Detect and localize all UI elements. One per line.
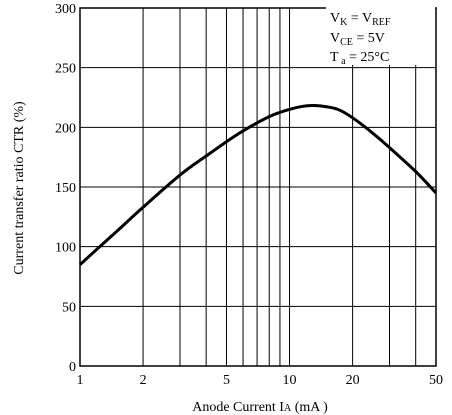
y-tick-label: 300	[55, 2, 76, 17]
x-axis-label: Anode Current IA (mA )	[192, 400, 328, 415]
x-tick-label: 5	[223, 373, 230, 388]
y-tick-label: 150	[55, 181, 76, 196]
y-tick-labels: 0 50 100 150 200 250 300	[55, 2, 76, 375]
ctr-curve	[78, 103, 438, 266]
y-tick-label: 50	[62, 300, 76, 315]
conditions-legend: VK = VREF VCE = 5V T a = 25°C	[326, 7, 435, 67]
x-tick-label: 50	[429, 373, 443, 388]
x-tick-label: 20	[346, 373, 360, 388]
plot-frame	[79, 7, 437, 367]
condition-vce: VCE = 5V	[330, 31, 385, 48]
x-tick-label: 2	[140, 373, 147, 388]
condition-vk: VK = VREF	[330, 11, 391, 28]
y-tick-label: 250	[55, 62, 76, 77]
condition-ta: T a = 25°C	[330, 50, 389, 67]
x-tick-labels: 1 2 5 10 20 50	[77, 373, 444, 388]
legend-background	[326, 7, 435, 65]
curve-layer	[78, 103, 438, 266]
y-tick-label: 200	[55, 121, 76, 136]
x-tick-label: 1	[77, 373, 84, 388]
y-axis-label: Current transfer ratio CTR (%)	[12, 101, 27, 275]
y-tick-label: 0	[69, 360, 76, 375]
y-tick-label: 100	[55, 241, 76, 256]
x-tick-label: 10	[283, 373, 297, 388]
